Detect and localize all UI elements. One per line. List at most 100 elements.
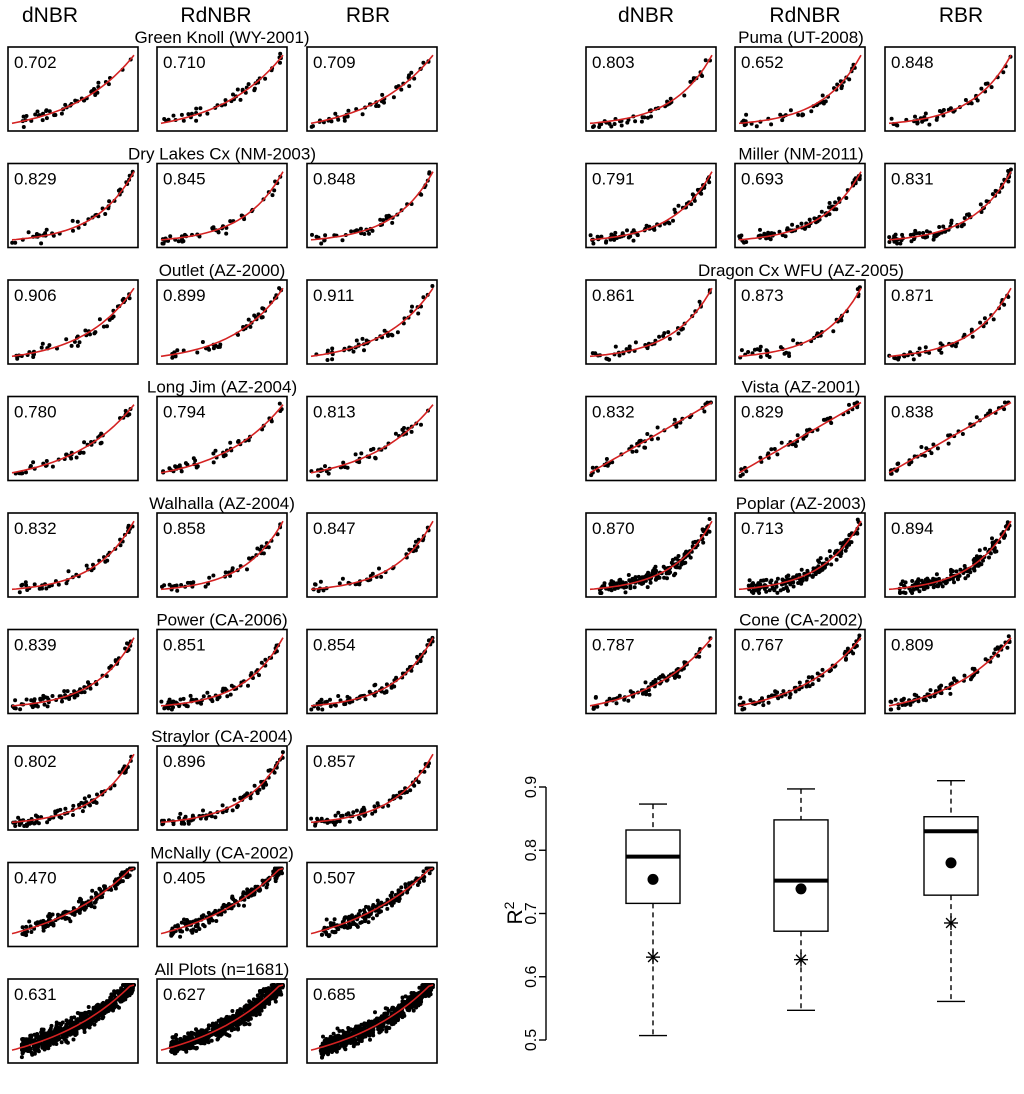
data-point: [847, 402, 851, 407]
data-point: [633, 575, 638, 580]
data-point: [416, 311, 421, 316]
data-point: [171, 705, 175, 710]
data-point: [373, 1019, 378, 1024]
data-point: [630, 576, 635, 581]
data-point: [400, 995, 405, 1000]
data-point: [915, 586, 920, 591]
panel-frame: [884, 162, 1016, 249]
data-point: [59, 111, 64, 116]
data-point: [805, 428, 809, 433]
data-point: [956, 577, 960, 582]
data-point: [402, 426, 406, 430]
data-point: [361, 1033, 366, 1038]
data-point: [652, 227, 657, 232]
data-point: [230, 1009, 235, 1013]
scatter-panel: 0.829: [7, 162, 139, 249]
scatter-panel: 0.652: [734, 46, 866, 132]
scatter-panel: 0.627: [156, 978, 288, 1064]
data-point: [228, 440, 233, 445]
data-point: [972, 567, 976, 572]
data-point: [934, 117, 939, 122]
data-point: [778, 112, 783, 117]
data-point: [62, 910, 66, 915]
data-point: [360, 112, 365, 117]
data-point: [32, 582, 37, 587]
data-point: [978, 202, 983, 207]
fit-curve: [160, 287, 284, 358]
data-point: [691, 76, 696, 81]
data-point: [181, 696, 186, 701]
data-point: [206, 1023, 211, 1028]
data-point: [211, 573, 216, 578]
r2-label: 0.652: [741, 53, 784, 72]
data-point: [201, 808, 205, 813]
fit-curve: [11, 520, 135, 591]
scatter-panel: 0.710: [156, 46, 288, 132]
data-point: [941, 108, 946, 112]
scatter-panel: 0.848: [306, 162, 438, 249]
data-point: [278, 51, 283, 56]
data-point: [628, 584, 633, 588]
data-point: [228, 219, 233, 224]
data-point: [367, 231, 371, 236]
data-point: [75, 343, 80, 348]
data-point: [191, 1040, 196, 1045]
data-point: [950, 577, 955, 581]
data-point: [357, 1038, 362, 1042]
data-point: [419, 192, 424, 197]
data-point: [27, 821, 32, 826]
data-point: [630, 449, 635, 454]
data-point: [371, 916, 375, 921]
data-point: [941, 224, 946, 229]
data-point: [188, 693, 193, 698]
data-point: [273, 867, 278, 872]
fit-curve: [160, 637, 284, 707]
data-point: [40, 586, 44, 591]
data-point: [257, 1008, 262, 1013]
data-point: [97, 317, 102, 322]
data-point: [333, 813, 338, 818]
data-point: [168, 234, 173, 239]
data-point: [45, 704, 50, 709]
data-point: [352, 1027, 357, 1032]
data-point: [699, 191, 704, 196]
data-point: [661, 334, 666, 338]
data-point: [171, 113, 176, 118]
data-point: [604, 239, 609, 244]
data-point: [101, 324, 106, 329]
data-point: [177, 1046, 182, 1051]
data-point: [277, 986, 282, 991]
data-point: [655, 576, 660, 580]
data-point: [887, 240, 892, 244]
r2-label: 0.839: [14, 636, 57, 655]
data-point: [839, 551, 844, 556]
data-point: [219, 912, 224, 917]
r2-label: 0.851: [163, 636, 206, 655]
data-point: [73, 98, 78, 103]
data-point: [24, 470, 28, 475]
data-point: [360, 336, 365, 341]
data-point: [775, 576, 780, 581]
data-point: [356, 815, 361, 820]
data-point: [71, 813, 75, 817]
data-point: [847, 77, 852, 82]
data-point: [309, 124, 314, 129]
data-point: [213, 815, 218, 820]
data-point: [321, 588, 326, 593]
r2-label: 0.794: [163, 403, 206, 422]
r2-label: 0.899: [163, 286, 206, 305]
data-point: [107, 199, 112, 204]
data-point: [737, 234, 742, 239]
data-point: [197, 927, 202, 931]
data-point: [273, 999, 278, 1004]
data-point: [346, 1027, 351, 1032]
data-point: [236, 439, 241, 443]
panel-frame: [585, 279, 717, 365]
data-point: [178, 929, 183, 934]
data-point: [657, 334, 662, 339]
data-point: [391, 900, 396, 905]
data-point: [321, 1034, 325, 1039]
data-point: [766, 451, 771, 456]
data-point: [340, 238, 345, 243]
data-point: [775, 590, 780, 595]
